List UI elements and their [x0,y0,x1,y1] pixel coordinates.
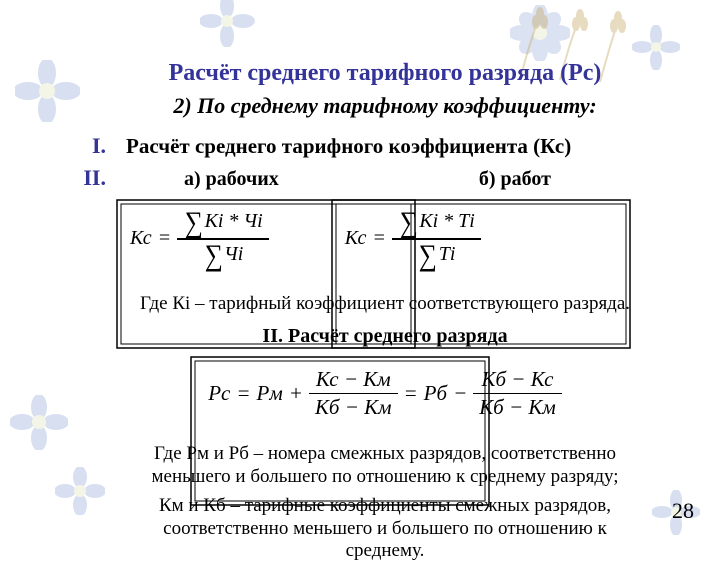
subtitle: 2) По среднему тарифному коэффициенту: [120,93,650,119]
double-border [190,356,490,506]
variant-b-label: б) работ [479,168,551,191]
formula-box-b: Кс = ∑Кi * Тi ∑Тi [331,199,495,279]
variant-a-label: а) рабочих [184,168,279,191]
page-number: 28 [672,498,694,524]
formula-box-big: Рс = Рм + Кс − Км Кб − Км = Рб − Кб − Кс… [190,356,580,432]
formula-box-a: Кс = ∑Кi * Чi ∑Чi [116,199,283,279]
bullet-one: I. [80,133,106,159]
subhead-1: Расчёт среднего тарифного коэффициента (… [126,134,571,159]
page-title: Расчёт среднего тарифного разряда (Рс) [120,60,650,87]
double-border [331,199,631,349]
bullet-two: II. [80,165,106,191]
